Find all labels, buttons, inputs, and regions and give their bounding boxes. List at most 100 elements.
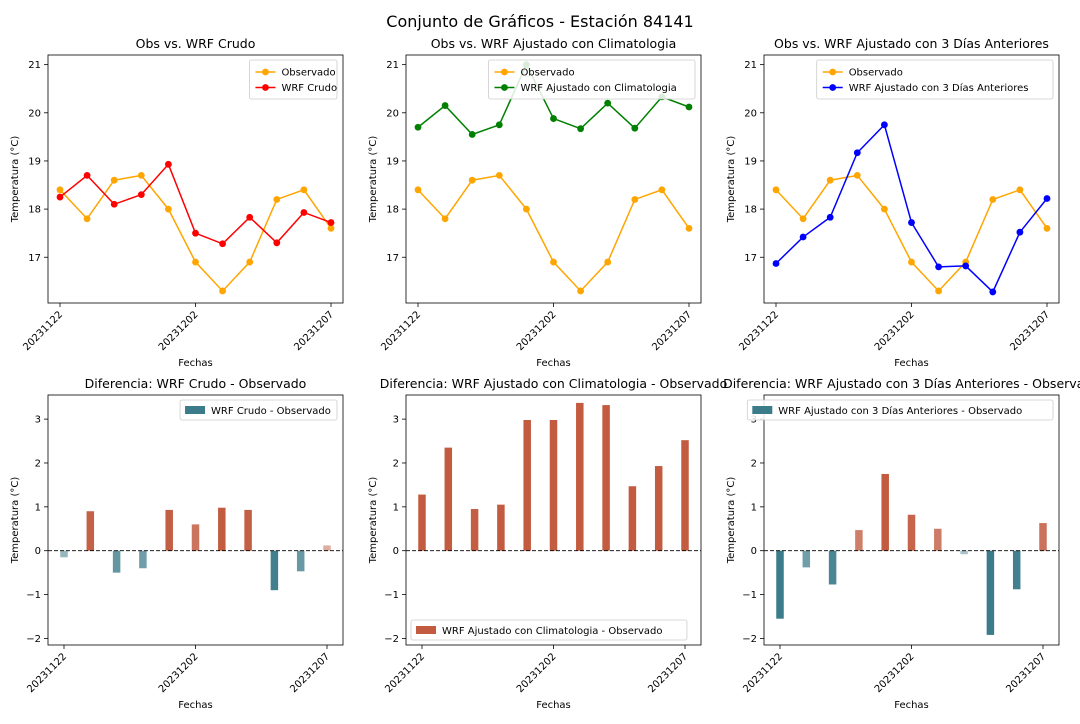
data-point bbox=[246, 258, 254, 266]
legend-swatch bbox=[752, 406, 773, 414]
x-tick-label: 20231202 bbox=[515, 309, 559, 353]
series-2 bbox=[56, 160, 335, 248]
data-point bbox=[300, 186, 308, 194]
y-tick-label: 0 bbox=[393, 546, 399, 557]
data-point bbox=[83, 171, 91, 179]
legend-marker bbox=[829, 84, 837, 91]
legend-box bbox=[816, 59, 1054, 100]
x-tick-label: 20231207 bbox=[292, 309, 336, 353]
data-point bbox=[165, 205, 172, 213]
y-tick-label: 1 bbox=[393, 502, 399, 513]
y-tick-label: −1 bbox=[26, 590, 41, 601]
y-tick-label: 2 bbox=[35, 458, 41, 469]
y-tick-label: 1 bbox=[751, 502, 757, 513]
data-point bbox=[56, 186, 64, 194]
data-point bbox=[219, 240, 227, 248]
y-tick-label: 21 bbox=[386, 60, 399, 71]
bar bbox=[960, 550, 968, 555]
data-point bbox=[1043, 224, 1051, 232]
subplot-3: Obs vs. WRF Ajustado con 3 Días Anterior… bbox=[726, 36, 1060, 369]
bar bbox=[602, 405, 610, 551]
data-point bbox=[495, 171, 503, 179]
bar bbox=[628, 486, 637, 551]
data-point bbox=[853, 149, 861, 157]
data-point bbox=[935, 287, 942, 295]
subplot-title: Diferencia: WRF Ajustado con Climatologi… bbox=[380, 376, 728, 391]
y-tick-label: −2 bbox=[26, 634, 41, 645]
y-tick-label: 2 bbox=[393, 458, 399, 469]
data-point bbox=[414, 123, 422, 131]
data-point bbox=[192, 229, 199, 237]
data-point bbox=[826, 176, 834, 184]
data-point bbox=[881, 121, 888, 129]
data-point bbox=[631, 196, 639, 203]
y-tick-label: 20 bbox=[744, 108, 757, 119]
y-tick-label: −1 bbox=[742, 590, 757, 601]
legend-label: Observado bbox=[281, 68, 335, 79]
bar bbox=[139, 550, 147, 569]
bars bbox=[60, 507, 331, 591]
subplot-title: Obs vs. WRF Ajustado con 3 Días Anterior… bbox=[774, 36, 1049, 51]
legend: WRF Ajustado con Climatologia - Observad… bbox=[410, 619, 688, 641]
y-tick-label: 20 bbox=[28, 108, 41, 119]
y-tick-label: 19 bbox=[744, 156, 757, 167]
bar bbox=[218, 507, 226, 551]
legend-box bbox=[179, 399, 338, 421]
y-tick-label: 19 bbox=[386, 156, 399, 167]
bar bbox=[986, 550, 995, 635]
y-tick-label: 18 bbox=[386, 205, 399, 216]
legend-swatch bbox=[185, 406, 206, 414]
data-point bbox=[300, 209, 308, 216]
bar bbox=[418, 494, 426, 551]
bar bbox=[907, 514, 916, 551]
data-point bbox=[658, 186, 666, 194]
series-1 bbox=[772, 171, 1051, 295]
legend: WRF Ajustado con 3 Días Anteriores - Obs… bbox=[746, 399, 1054, 421]
series-1 bbox=[414, 171, 693, 295]
x-tick-label: 20231122 bbox=[741, 651, 785, 695]
x-axis-label: Fechas bbox=[536, 358, 571, 369]
data-point bbox=[327, 224, 335, 232]
bar bbox=[1012, 550, 1021, 590]
bar bbox=[165, 509, 173, 551]
data-point bbox=[468, 176, 476, 184]
y-axis-label: Temperatura (°C) bbox=[10, 136, 21, 224]
legend: WRF Crudo - Observado bbox=[179, 399, 338, 421]
data-point bbox=[165, 160, 172, 168]
data-point bbox=[577, 125, 584, 133]
data-point bbox=[604, 258, 612, 266]
data-point bbox=[327, 219, 335, 226]
data-point bbox=[989, 288, 997, 296]
bar bbox=[323, 545, 331, 551]
subplot-title: Diferencia: WRF Ajustado con 3 Días Ante… bbox=[723, 376, 1080, 391]
legend: Observado WRF Ajustado con Climatologia bbox=[488, 59, 696, 100]
x-tick-label: 20231202 bbox=[157, 651, 201, 695]
x-axis-label: Fechas bbox=[894, 358, 929, 369]
y-tick-label: 18 bbox=[744, 205, 757, 216]
legend-box bbox=[249, 59, 338, 100]
legend-box bbox=[488, 59, 696, 100]
data-point bbox=[604, 99, 612, 107]
legend-label: WRF Ajustado con Climatologia bbox=[520, 83, 676, 94]
bar bbox=[60, 550, 68, 558]
data-point bbox=[685, 103, 693, 111]
data-point bbox=[110, 176, 118, 184]
x-tick-label: 20231122 bbox=[21, 309, 65, 353]
data-point bbox=[192, 258, 199, 266]
legend-label: WRF Ajustado con 3 Días Anteriores - Obs… bbox=[778, 405, 1022, 417]
y-axis-label: Temperatura (°C) bbox=[726, 136, 737, 224]
subplot-5: Diferencia: WRF Ajustado con Climatologi… bbox=[368, 376, 727, 711]
x-tick-label: 20231122 bbox=[383, 651, 427, 695]
y-tick-label: 0 bbox=[35, 546, 41, 557]
bar bbox=[112, 550, 121, 573]
bar bbox=[828, 550, 837, 585]
figure-title: Conjunto de Gráficos - Estación 84141 bbox=[386, 12, 693, 31]
bar bbox=[523, 420, 531, 551]
data-point bbox=[137, 171, 145, 179]
x-tick-label: 20231207 bbox=[288, 651, 332, 695]
data-point bbox=[468, 131, 476, 138]
x-tick-label: 20231202 bbox=[873, 309, 917, 353]
subplot-title: Obs vs. WRF Ajustado con Climatologia bbox=[431, 36, 677, 51]
